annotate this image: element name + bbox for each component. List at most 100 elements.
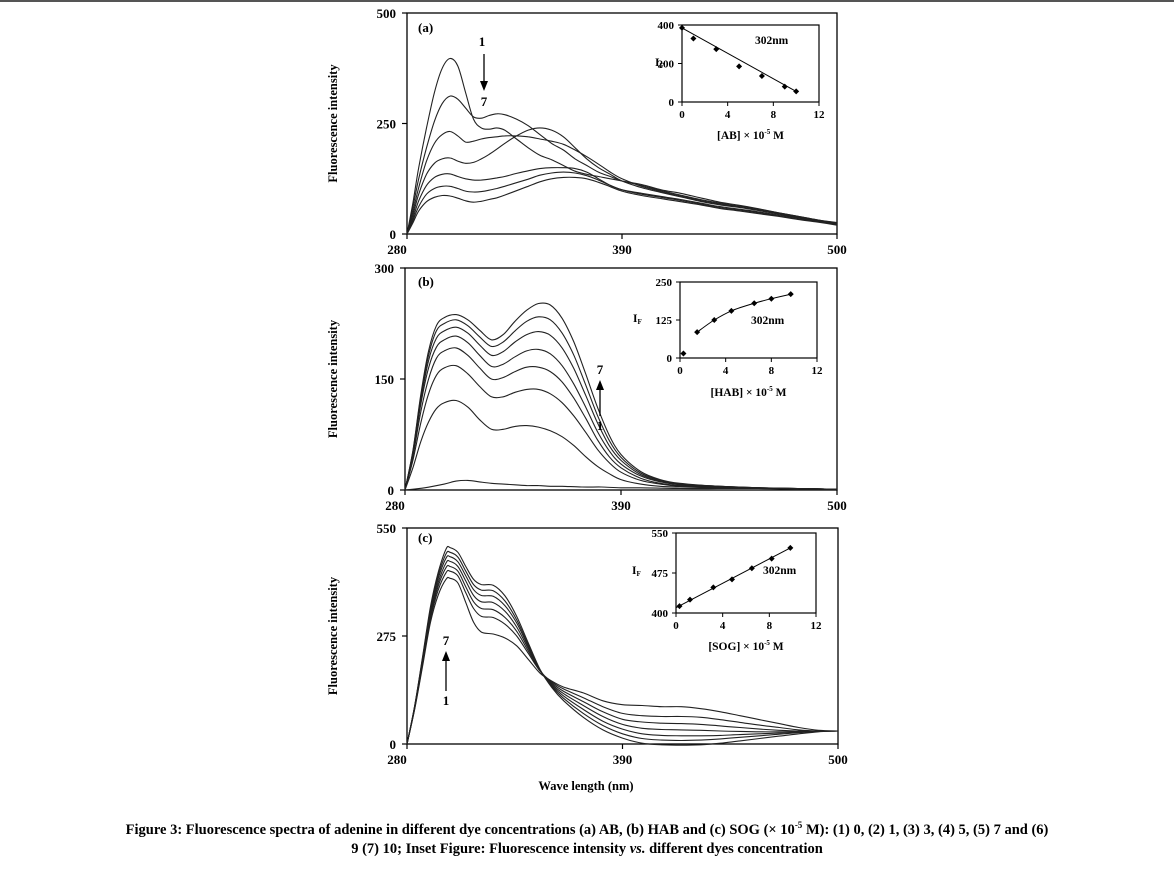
inset-data-point bbox=[680, 350, 687, 357]
inset-data-point bbox=[768, 295, 775, 302]
inset-x-tick-label: 0 bbox=[679, 109, 685, 121]
inset-y-tick-label: 0 bbox=[669, 97, 675, 109]
inset-x-tick-label: 8 bbox=[771, 109, 777, 121]
y-tick-label: 0 bbox=[390, 227, 397, 242]
inset-data-point bbox=[687, 596, 693, 603]
series-line-6 bbox=[406, 171, 838, 235]
inset-annotation: 302nm bbox=[763, 565, 797, 577]
x-tick-label: 280 bbox=[387, 752, 407, 767]
inset-data-point bbox=[711, 317, 718, 323]
inset-y-axis-label: IF bbox=[632, 565, 641, 578]
series-line-1 bbox=[404, 479, 838, 491]
inset-y-tick-label: 400 bbox=[652, 608, 669, 620]
x-tick-label: 390 bbox=[613, 752, 633, 767]
inset-y-tick-label: 200 bbox=[658, 59, 675, 71]
inset-x-tick-label: 12 bbox=[812, 365, 824, 377]
inset-data-point bbox=[736, 63, 743, 70]
panel-b: 0 150 300 280 390 500 Fluorescence intensity (b… bbox=[326, 261, 847, 513]
series-line-7 bbox=[406, 176, 838, 235]
caption-line2-a: 9 (7) 10; Inset Figure: Fluorescence int… bbox=[351, 841, 630, 857]
caption-line1-a: Figure 3: Fluorescence spectra of adenin… bbox=[125, 822, 795, 838]
inset-x-tick-label: 4 bbox=[720, 620, 726, 632]
inset-x-tick-label: 8 bbox=[767, 620, 773, 632]
y-tick-label: 150 bbox=[375, 372, 395, 387]
inset-data-point bbox=[781, 83, 788, 90]
arrow-head bbox=[480, 81, 488, 91]
inset-data-point bbox=[751, 300, 758, 307]
panel-label: (b) bbox=[418, 274, 434, 289]
series-line-3 bbox=[406, 130, 838, 235]
inset-x-tick-label: 8 bbox=[769, 365, 775, 377]
inset-y-tick-label: 250 bbox=[656, 277, 673, 289]
inset-a: 0 200 400 0 4 8 12 302nm IF [AB] × 10-5 M bbox=[655, 20, 825, 142]
inset-frame bbox=[681, 24, 820, 103]
y-tick-label: 300 bbox=[375, 261, 395, 276]
y-tick-label: 275 bbox=[377, 629, 397, 644]
arrow-head bbox=[596, 380, 604, 390]
series-line-1 bbox=[406, 57, 838, 235]
y-tick-label: 0 bbox=[390, 737, 397, 752]
arrow-label-end: 7 bbox=[597, 362, 604, 377]
inset-data-point bbox=[758, 73, 765, 80]
series-line-2 bbox=[406, 95, 838, 235]
inset-x-tick-label: 0 bbox=[677, 365, 683, 377]
series-line-4 bbox=[404, 347, 838, 491]
panel-label: (a) bbox=[418, 20, 433, 35]
caption-line1-sup: -5 bbox=[794, 820, 803, 831]
inset-annotation: 302nm bbox=[755, 35, 789, 47]
x-tick-label: 390 bbox=[612, 242, 632, 257]
figure-caption: Figure 3: Fluorescence spectra of adenin… bbox=[10, 821, 1164, 859]
y-tick-label: 0 bbox=[388, 483, 395, 498]
figure-3: 0 250 500 280 390 500 Fluorescence intensity (a… bbox=[326, 6, 848, 793]
inset-annotation: 302nm bbox=[751, 315, 785, 327]
x-tick-label: 500 bbox=[827, 498, 847, 513]
y-axis-label: Fluorescence intensity bbox=[326, 64, 340, 183]
inset-y-axis-label: IF bbox=[655, 57, 664, 70]
panel-c: 0 275 550 280 390 500 Fluorescence intensity Wa… bbox=[326, 521, 848, 793]
inset-data-point bbox=[676, 603, 683, 610]
inset-fit-line bbox=[681, 27, 797, 92]
inset-x-axis-label: [HAB] × 10-5 M bbox=[711, 385, 787, 399]
inset-data-point bbox=[787, 291, 794, 298]
arrow-label-start: 1 bbox=[597, 418, 604, 433]
inset-x-tick-label: 12 bbox=[814, 109, 826, 121]
caption-line2-italic: vs. bbox=[629, 841, 646, 857]
x-tick-label: 500 bbox=[828, 752, 848, 767]
inset-data-point bbox=[768, 555, 775, 562]
series-line-7 bbox=[404, 316, 838, 491]
inset-data-point bbox=[728, 307, 735, 314]
inset-c: 400 475 550 0 4 8 12 302nm IF [SOG] × 10-5 M bbox=[632, 528, 822, 653]
inset-frame bbox=[679, 281, 818, 359]
inset-data-point bbox=[690, 35, 697, 42]
top-rule bbox=[0, 0, 1174, 2]
inset-data-point bbox=[694, 329, 701, 336]
inset-x-axis-label: [SOG] × 10-5 M bbox=[708, 639, 783, 653]
inset-data-point bbox=[748, 565, 755, 572]
series-line-4 bbox=[406, 127, 838, 235]
y-tick-label: 500 bbox=[377, 6, 397, 21]
caption-line1-b: M): (1) 0, (2) 1, (3) 3, (4) 5, (5) 7 an… bbox=[802, 822, 1049, 838]
arrow-label-end: 7 bbox=[481, 94, 488, 109]
inset-data-point bbox=[710, 584, 717, 591]
inset-data-point bbox=[787, 544, 794, 551]
inset-y-tick-label: 400 bbox=[658, 20, 675, 32]
series-line-7 bbox=[406, 545, 839, 746]
series-line-5 bbox=[404, 335, 838, 491]
inset-x-axis-label: [AB] × 10-5 M bbox=[717, 128, 784, 142]
inset-data-point bbox=[793, 88, 800, 95]
inset-y-tick-label: 550 bbox=[652, 528, 669, 540]
x-tick-label: 500 bbox=[827, 242, 847, 257]
inset-x-tick-label: 4 bbox=[723, 365, 729, 377]
inset-y-tick-label: 125 bbox=[656, 315, 673, 327]
inset-x-tick-label: 12 bbox=[811, 620, 823, 632]
arrow-label-start: 1 bbox=[479, 34, 486, 49]
y-tick-label: 550 bbox=[377, 521, 397, 536]
arrow-label-end: 7 bbox=[443, 633, 450, 648]
y-tick-label: 250 bbox=[377, 117, 397, 132]
caption-line2-b: different dyes concentration bbox=[645, 841, 823, 857]
x-tick-label: 280 bbox=[387, 242, 407, 257]
inset-data-point bbox=[729, 576, 735, 583]
arrow-label-start: 1 bbox=[443, 693, 450, 708]
panel-label: (c) bbox=[418, 530, 432, 545]
series-line-8 bbox=[404, 302, 838, 491]
